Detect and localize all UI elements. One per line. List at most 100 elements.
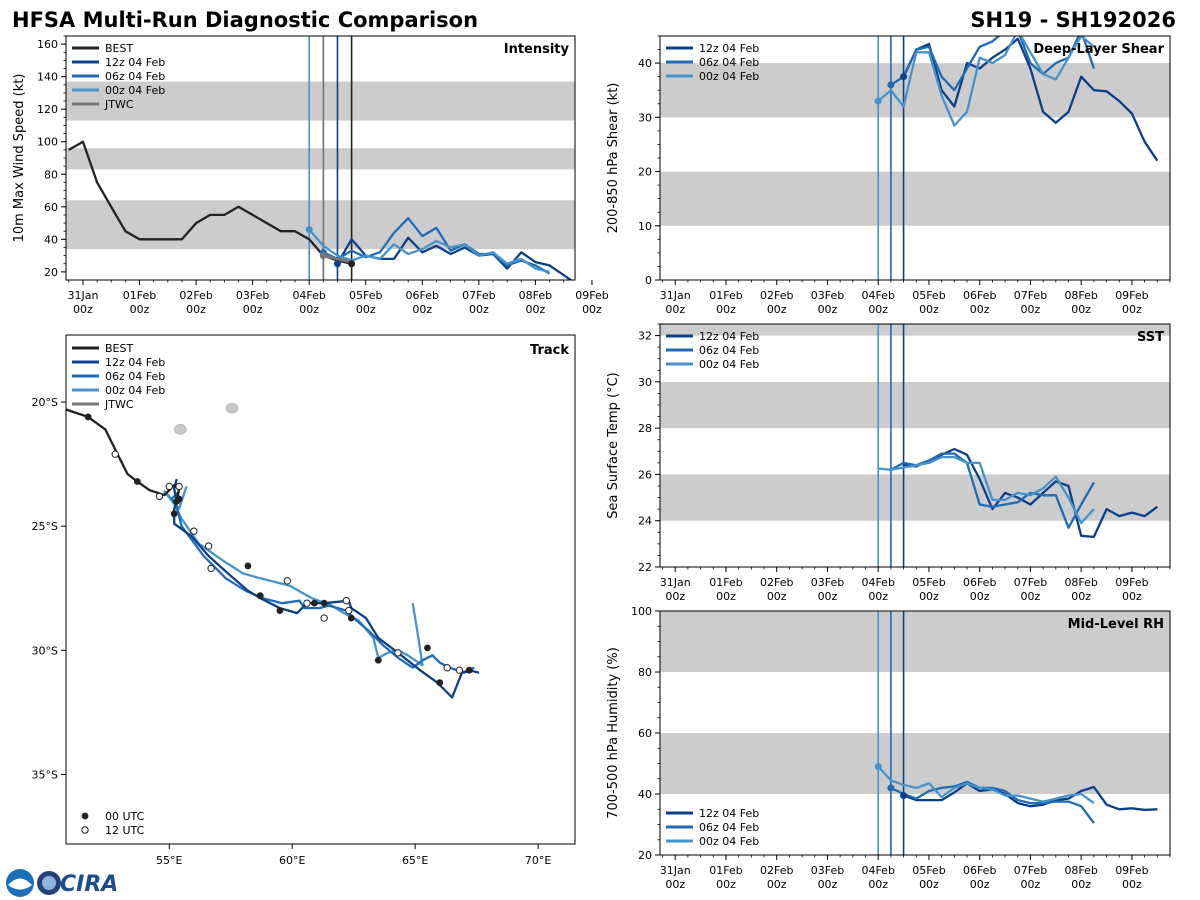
rh-xtick-day: 04Feb [861, 864, 894, 877]
shear-title: Deep-Layer Shear [1033, 42, 1164, 57]
intensity-xtick-hour: 00z [73, 303, 93, 316]
shear-xtick-hour: 00z [665, 303, 685, 316]
rh-series-12z-04-feb [903, 782, 1158, 812]
track-ytick-label: 25°S [32, 520, 58, 533]
rh-xtick-hour: 00z [1122, 878, 1142, 891]
shear-marker-12z-04-feb [900, 73, 908, 81]
track-point-00utc [276, 607, 284, 615]
sst-series-00z-04-feb [878, 455, 1095, 525]
shear-xtick-day: 06Feb [963, 289, 996, 302]
shear-xtick-day: 31Jan [660, 289, 691, 302]
legend-12utc-label: 12 UTC [105, 824, 145, 837]
track-point-12utc [175, 482, 183, 491]
shear-panel: 01020304031Jan00z01Feb00z02Feb00z03Feb00… [606, 35, 1171, 316]
shear-marker-00z-04-feb [874, 97, 882, 105]
track-ytick-label: 20°S [32, 396, 58, 409]
legend-label-12z-04-feb: 12z 04 Feb [699, 42, 759, 55]
rh-xtick-day: 06Feb [963, 864, 996, 877]
sst-ylabel: Sea Surface Temp (°C) [606, 372, 621, 519]
intensity-series-jtwc [322, 254, 352, 264]
rh-xtick-hour: 00z [1021, 878, 1041, 891]
track-point-12utc [190, 527, 198, 535]
sst-xtick-hour: 00z [818, 590, 838, 603]
intensity-band-2 [66, 81, 575, 121]
intensity-title: Intensity [504, 42, 570, 57]
rh-xtick-day: 31Jan [660, 864, 691, 877]
track-point-00utc [84, 413, 92, 421]
rh-ytick-label: 80 [638, 666, 652, 679]
track-frame [65, 334, 576, 845]
rh-xtick-hour: 00z [1071, 878, 1091, 891]
legend-label-06z-04-feb: 06z 04 Feb [105, 70, 165, 83]
intensity-ytick-label: 20 [44, 266, 58, 279]
seal-inner-icon [42, 876, 56, 890]
shear-ytick-label: 30 [638, 111, 652, 124]
shear-ylabel: 200-850 hPa Shear (kt) [606, 83, 621, 234]
sst-xtick-hour: 00z [1021, 590, 1041, 603]
intensity-xtick-hour: 00z [299, 303, 319, 316]
legend-label-00z-04-feb: 00z 04 Feb [699, 358, 759, 371]
shear-band-0 [660, 171, 1170, 226]
rh-xtick-day: 03Feb [811, 864, 844, 877]
sst-panel: 22242628303231Jan00z01Feb00z02Feb00z03Fe… [606, 323, 1171, 603]
rh-ytick-label: 40 [638, 788, 652, 801]
track-point-12utc [283, 577, 292, 585]
sst-frame [659, 323, 1171, 568]
legend-label-best: BEST [105, 342, 133, 355]
intensity-xtick-day: 07Feb [462, 289, 495, 302]
rh-xtick-hour: 00z [716, 878, 736, 891]
intensity-xtick-day: 05Feb [349, 289, 382, 302]
shear-xtick-hour: 00z [970, 303, 990, 316]
track-series-00z-04-feb [163, 486, 424, 667]
shear-xtick-hour: 00z [1071, 303, 1091, 316]
intensity-xtick-day: 08Feb [519, 289, 552, 302]
track-point-00utc [465, 666, 473, 674]
storm-id: SH19 - SH192026 [970, 8, 1176, 32]
track-xtick-label: 55°E [156, 854, 182, 867]
intensity-xtick-hour: 00z [469, 303, 489, 316]
sst-ytick-label: 30 [638, 376, 652, 389]
shear-xtick-day: 07Feb [1014, 289, 1047, 302]
intensity-ytick-label: 40 [44, 233, 58, 246]
legend-label-jtwc: JTWC [104, 98, 134, 111]
sst-xtick-day: 04Feb [861, 576, 894, 589]
shear-xtick-hour: 00z [716, 303, 736, 316]
track-point-00utc [175, 495, 183, 503]
shear-xtick-day: 01Feb [709, 289, 742, 302]
track-point-00utc [244, 562, 252, 570]
shear-xtick-hour: 00z [868, 303, 888, 316]
legend-label-00z-04-feb: 00z 04 Feb [105, 84, 165, 97]
rh-plot-area [660, 611, 1170, 855]
intensity-xtick-hour: 00z [412, 303, 432, 316]
sst-band-1 [660, 381, 1170, 429]
rh-xtick-hour: 00z [767, 878, 787, 891]
intensity-ytick-label: 140 [37, 71, 58, 84]
legend-label-best: BEST [105, 42, 133, 55]
sst-xtick-hour: 00z [1122, 590, 1142, 603]
track-ytick-label: 30°S [32, 644, 58, 657]
track-xtick-label: 70°E [525, 854, 551, 867]
track-point-12utc [111, 450, 119, 458]
intensity-xtick-day: 06Feb [406, 289, 439, 302]
legend-label-12z-04-feb: 12z 04 Feb [699, 330, 759, 343]
track-series-06z-04-feb [170, 490, 475, 674]
track-point-12utc [320, 614, 328, 622]
intensity-ytick-label: 80 [44, 168, 58, 181]
reunion-island [174, 424, 187, 435]
shear-ytick-label: 0 [645, 274, 652, 287]
track-point-00utc [256, 592, 264, 600]
legend-label-12z-04-feb: 12z 04 Feb [699, 807, 759, 820]
track-xtick-label: 60°E [279, 854, 305, 867]
track-point-12utc [165, 482, 173, 491]
shear-xtick-hour: 00z [818, 303, 838, 316]
rh-xtick-hour: 00z [818, 878, 838, 891]
track-panel: 55°E 60°E 65°E 70°E 20°S 25°S 30°S 35°S Track BES… [32, 334, 576, 867]
sst-plot-area [660, 324, 1170, 567]
shear-xtick-day: 03Feb [811, 289, 844, 302]
sst-xtick-hour: 00z [716, 590, 736, 603]
rh-xtick-day: 01Feb [709, 864, 742, 877]
